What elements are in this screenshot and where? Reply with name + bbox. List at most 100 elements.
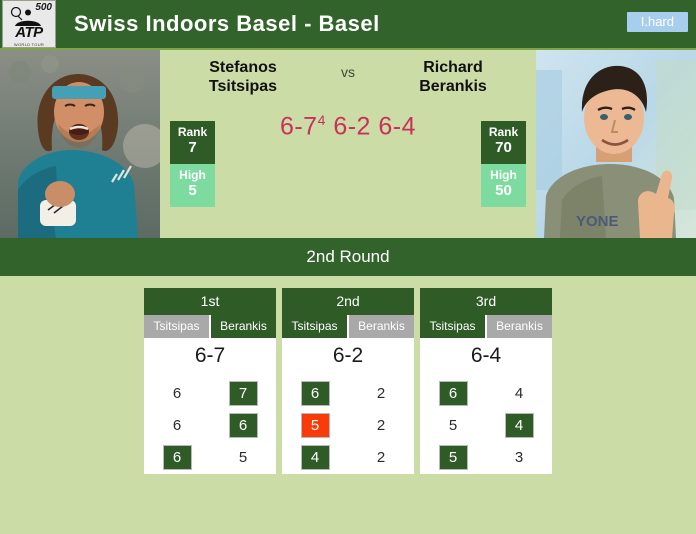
set-column: 3rd Tsitsipas Berankis 6-4 6 4 5 4 5 3 [420,288,552,474]
sets-table: 1st Tsitsipas Berankis 6-7 6 7 6 6 6 5 2nd Tsitsipa… [0,276,696,474]
set-score: 6-7 [194,344,226,367]
round-banner: 2nd Round [0,238,696,276]
atp-wordmark: ATP [15,24,43,41]
set-player1-name: Tsitsipas [144,315,211,338]
match-score: 6-74 6-2 6-4 [160,112,536,141]
player2-ranking: Rank 70 High 50 [481,121,526,207]
page-header: 500 ATP WORLD TOUR Swiss Indoors Basel -… [0,0,696,50]
player2-high-box: High 50 [481,164,526,207]
game-value: 6 [162,445,192,470]
game-cell-player1: 5 [420,413,486,438]
game-cell-player2: 2 [348,413,414,438]
vs-label: vs [341,64,355,80]
game-cell-player1: 6 [420,381,486,406]
game-value: 5 [448,417,458,434]
game-cell-player2: 2 [348,381,414,406]
set-body: Tsitsipas Berankis 6-7 6 7 6 6 6 5 [144,315,276,474]
match-score-rest: 6-2 6-4 [325,112,417,141]
surface-badge: I.hard [626,12,688,32]
set-header: 1st [144,288,276,315]
set-player2-name: Berankis [211,315,276,338]
game-value: 5 [238,449,248,466]
set-header: 3rd [420,288,552,315]
game-cell-player1: 4 [282,445,348,470]
game-value: 6 [300,381,330,406]
player2-rank-value: 70 [495,139,512,156]
game-cell-player2: 7 [210,381,276,406]
player2-name: Richard Berankis [378,58,528,96]
set-column: 1st Tsitsipas Berankis 6-7 6 7 6 6 6 5 [144,288,276,474]
set-player1-name: Tsitsipas [282,315,349,338]
game-value: 2 [376,449,386,466]
game-value: 6 [172,385,182,402]
player2-rank-label: Rank [488,125,519,139]
set-player2-name: Berankis [349,315,414,338]
player1-ranking: Rank 7 High 5 [170,121,215,207]
svg-text:YONE: YONE [576,213,619,230]
game-value: 4 [300,445,330,470]
player1-rank-label: Rank [177,125,208,139]
player1-rank-value: 7 [188,139,197,156]
player1-first-name: Stefanos [209,59,277,76]
set-player-names-row: Tsitsipas Berankis [144,315,276,338]
game-cell-player1: 6 [144,381,210,406]
game-cell-player2: 5 [210,445,276,470]
player1-name: Stefanos Tsitsipas [168,58,318,96]
game-value: 6 [438,381,468,406]
game-value: 5 [300,413,330,438]
atp-logo: 500 ATP WORLD TOUR [2,0,56,48]
set-header: 2nd [282,288,414,315]
set-player-names-row: Tsitsipas Berankis [420,315,552,338]
atp-subtitle: WORLD TOUR [13,42,45,47]
game-cell-player1: 5 [420,445,486,470]
set-body: Tsitsipas Berankis 6-2 6 2 5 2 4 2 [282,315,414,474]
match-score-tiebreak: 4 [317,112,326,128]
player1-high-value: 5 [188,182,197,199]
game-value: 4 [514,385,524,402]
game-cell-player1: 6 [144,445,210,470]
game-value: 4 [504,413,534,438]
set-body: Tsitsipas Berankis 6-4 6 4 5 4 5 3 [420,315,552,474]
game-value: 7 [228,381,258,406]
player1-photo [0,50,160,238]
player1-last-name: Tsitsipas [208,78,278,95]
game-cell-player2: 4 [486,413,552,438]
player2-first-name: Richard [423,59,483,76]
set-column: 2nd Tsitsipas Berankis 6-2 6 2 5 2 4 2 [282,288,414,474]
game-cell-player1: 6 [144,413,210,438]
match-info: Stefanos Tsitsipas vs Richard Berankis 6… [160,50,536,238]
game-cell-player1: 6 [282,381,348,406]
match-score-set1: 6-7 [279,112,318,141]
set-score: 6-2 [332,344,364,367]
set-player-names-row: Tsitsipas Berankis [282,315,414,338]
set-player1-name: Tsitsipas [420,315,487,338]
game-cell-player2: 3 [486,445,552,470]
player1-high-label: High [179,168,206,182]
player2-high-value: 50 [495,182,512,199]
game-cell-player2: 6 [210,413,276,438]
player1-rank-box: Rank 7 [170,121,215,164]
game-value: 2 [376,417,386,434]
game-value: 3 [514,449,524,466]
players-band: Stefanos Tsitsipas vs Richard Berankis 6… [0,50,696,238]
game-value: 5 [438,445,468,470]
game-cell-player2: 4 [486,381,552,406]
atp-player-silhouette-icon [10,7,41,26]
game-value: 6 [172,417,182,434]
set-player2-name: Berankis [487,315,552,338]
player2-high-label: High [490,168,517,182]
set-score: 6-4 [470,344,502,367]
game-cell-player1: 5 [282,413,348,438]
tournament-title: Swiss Indoors Basel - Basel [74,11,380,36]
player2-rank-box: Rank 70 [481,121,526,164]
